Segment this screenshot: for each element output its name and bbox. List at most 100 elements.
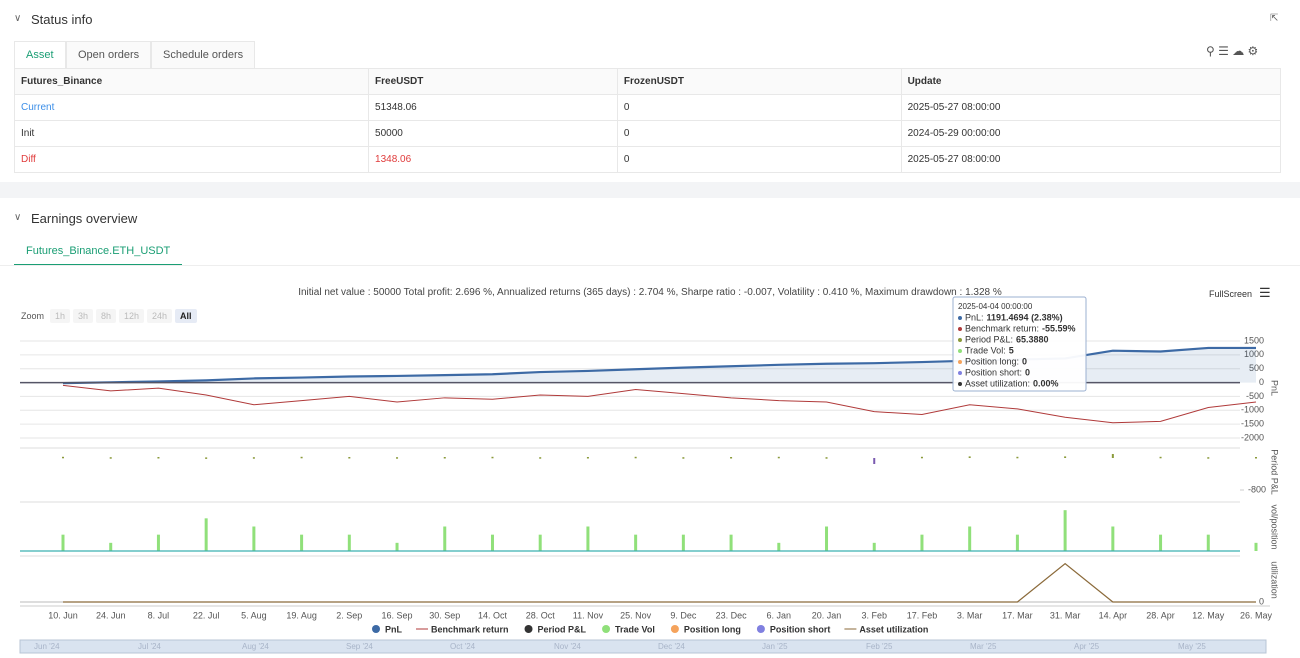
table-row: Diff 1348.06 0 2025-05-27 08:00:00 <box>13 146 1282 173</box>
tab[interactable]: Schedule orders <box>151 41 256 68</box>
header-cell: Futures_Binance <box>13 68 370 95</box>
table-cell: 2025-05-27 08:00:00 <box>900 94 1282 121</box>
tooltip-label: Position short: <box>965 367 1022 377</box>
y-tick-label: -1500 <box>1241 419 1264 429</box>
x-tick-label: 3. Mar <box>957 610 983 620</box>
x-tick-label: 28. Apr <box>1146 610 1175 620</box>
tooltip-label: Asset utilization: <box>965 378 1030 388</box>
x-tick-label: 8. Jul <box>148 610 170 620</box>
tab[interactable]: Asset <box>14 41 66 68</box>
period-pnl-bar <box>920 456 923 459</box>
period-pnl-bar <box>730 457 733 459</box>
x-tick-label: 20. Jan <box>812 610 842 620</box>
x-tick-label: 17. Mar <box>1002 610 1033 620</box>
x-tick-label: 23. Dec <box>716 610 748 620</box>
legend-symbol <box>602 625 611 633</box>
period-pnl-bar <box>1159 456 1162 459</box>
period-pnl-bar <box>825 457 828 459</box>
trade-vol-bar <box>1206 534 1210 551</box>
period-pnl-bar <box>443 457 446 459</box>
trade-vol-bar <box>395 542 399 551</box>
header-cell: FrozenUSDT <box>616 68 902 95</box>
collapse-icon[interactable]: ∨ <box>14 13 22 24</box>
table-cell: 51348.06 <box>368 94 618 121</box>
x-tick-label: 30. Sep <box>429 610 460 620</box>
navigator-label: Mar '25 <box>970 642 997 651</box>
expand-icon[interactable]: ⇱ <box>1270 13 1279 24</box>
table-cell: 1348.06 <box>368 146 618 173</box>
table-cell: Diff <box>13 146 370 173</box>
summary: Initial net value : 50000 Total profit: … <box>298 287 1002 298</box>
legend-label: PnL <box>385 624 403 634</box>
navigator-label: Nov '24 <box>554 642 581 651</box>
trade-vol-bar <box>490 534 494 551</box>
tooltip-value: 65.3880 <box>1016 334 1049 344</box>
section-title: Status info <box>31 12 93 27</box>
table-cell: 50000 <box>368 120 618 147</box>
period-pnl-bar <box>1207 457 1210 459</box>
tooltip-date: 2025-04-04 00:00:00 <box>958 302 1033 311</box>
zoom-button[interactable]: 3h <box>73 309 94 323</box>
trade-vol-bar <box>61 534 65 551</box>
menu-icon[interactable]: ☰ <box>1259 285 1271 300</box>
trade-vol-bar <box>443 526 447 551</box>
x-tick-label: 28. Oct <box>526 610 556 620</box>
legend-symbol <box>670 625 679 633</box>
tooltip-value: 1191.4694 (2.38%) <box>987 312 1063 322</box>
zoom-button[interactable]: All <box>175 309 197 323</box>
trade-vol-bar <box>204 518 208 551</box>
legend-label: Asset utilization <box>859 624 928 634</box>
trade-vol-bar <box>586 526 590 551</box>
x-tick-label: 22. Jul <box>193 610 220 620</box>
series-line <box>62 384 1257 424</box>
trade-vol-bar <box>1015 534 1019 551</box>
x-tick-label: 25. Nov <box>620 610 652 620</box>
tooltip-label: Position long: <box>965 356 1019 366</box>
period-pnl-bar <box>62 456 64 459</box>
tooltip-bullet <box>958 327 962 331</box>
trade-vol-bar <box>1063 510 1067 551</box>
trade-vol-bar <box>109 542 113 551</box>
navigator <box>19 639 1267 654</box>
x-tick-label: 19. Aug <box>286 610 317 620</box>
tab[interactable]: Open orders <box>66 41 152 68</box>
tooltip-bullet <box>958 382 962 386</box>
collapse-icon[interactable]: ∨ <box>14 212 22 223</box>
period-pnl-bar <box>300 456 303 459</box>
period-pnl-bar <box>252 457 255 459</box>
period-pnl-bar <box>1111 454 1114 458</box>
zoom-button[interactable]: 8h <box>96 309 117 323</box>
x-tick-label: 24. Jun <box>96 610 126 620</box>
navigator-label: Jul '24 <box>138 642 161 651</box>
period-pnl-bar <box>682 457 685 459</box>
trade-vol-bar <box>347 534 351 551</box>
zoom-button[interactable]: 1h <box>50 309 71 323</box>
tooltip-box <box>952 296 1087 392</box>
tooltip-label: Period P&L: <box>965 334 1013 344</box>
trade-vol-bar <box>538 534 542 551</box>
trade-vol-bar <box>1159 534 1163 551</box>
toolbar-icons[interactable]: ⚲ ☰ ☁ ⚙ <box>1206 44 1259 58</box>
zoom-button[interactable]: 24h <box>147 309 173 323</box>
y-tick-label: -2000 <box>1241 432 1264 442</box>
table-row: Current 51348.06 0 2025-05-27 08:00:00 <box>13 94 1282 121</box>
zoom-button[interactable]: 12h <box>119 309 145 323</box>
x-tick-label: 14. Oct <box>478 610 508 620</box>
tooltip-label: Benchmark return: <box>965 323 1039 333</box>
y-tick-label: -1000 <box>1241 405 1264 415</box>
x-tick-label: 12. May <box>1192 610 1225 620</box>
y-tick-label: -500 <box>1246 391 1264 401</box>
trade-vol-bar <box>252 526 256 551</box>
tooltip-label: Trade Vol: <box>965 345 1006 355</box>
table-row: Init 50000 0 2024-05-29 00:00:00 <box>13 120 1282 147</box>
legend-label: Position long <box>684 624 741 634</box>
period-pnl-bar <box>348 457 351 459</box>
table-cell: 2025-05-27 08:00:00 <box>900 146 1282 173</box>
fullscreen-button[interactable]: FullScreen <box>1209 289 1253 299</box>
trade-vol-bar <box>872 542 876 551</box>
trade-vol-bar <box>1111 526 1115 551</box>
x-tick-label: 10. Jun <box>48 610 78 620</box>
